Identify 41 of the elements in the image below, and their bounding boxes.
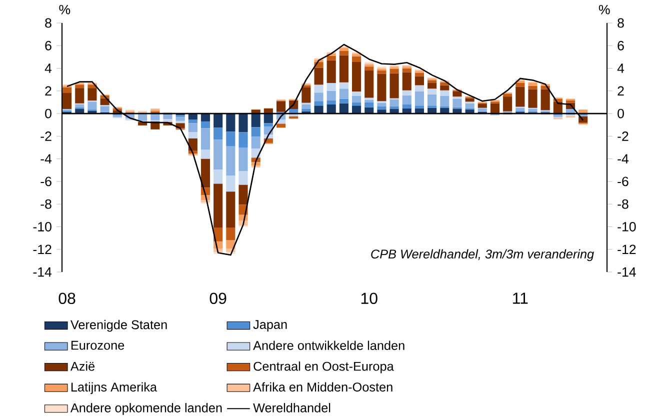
y-tick-label: -2 [40,132,52,142]
y2-tick-label: 0 [618,109,624,118]
y2-tick-label: -6 [618,176,628,186]
annotation: CPB Wereldhandel, 3m/3m verandering [371,249,594,262]
y2-tick-label: -4 [618,154,629,164]
y-tick-label: 6 [45,41,52,51]
y-tick-label: 8 [45,18,52,28]
y-tick-label: -8 [40,200,52,210]
legend-label: Andere opkomende landen [70,403,222,416]
y-tick-label: -6 [40,176,52,186]
legend-label: Wereldhandel [253,403,330,413]
y2-tick-label: -10 [618,222,636,232]
legend-label: Japan [253,320,287,332]
x-tick-label: 08 [58,292,76,304]
y2-axis-title: % [598,5,610,15]
y-tick-label: -12 [33,244,52,254]
y-tick-label: -14 [33,268,52,277]
y2-tick-label: -2 [618,132,628,142]
legend-label: Afrika en Midden-Oosten [253,382,392,392]
y2-tick-label: -14 [618,268,636,277]
y-tick-label: 2 [45,86,52,96]
x-tick-label: 11 [513,292,528,304]
legend-label: Latijns Amerika [71,382,158,394]
legend-label: Andere ontwikkelde landen [253,340,404,350]
y2-tick-label: 4 [617,64,624,74]
y-tick-label: -4 [40,154,52,164]
legend-label: Azië [70,362,95,372]
legend-label: Centraal en Oost-Europa [254,362,394,374]
y-axis-title: % [59,5,70,15]
legend-label: Verenigde Staten [70,320,167,332]
y-tick-label: -10 [33,222,52,232]
y2-tick-label: -8 [618,200,628,210]
legend-label: Eurozone [71,341,124,350]
y2-tick-label: -12 [618,244,636,254]
y-tick-label: 4 [44,64,52,74]
x-tick-label: 10 [361,292,378,304]
x-tick-label: 09 [210,292,226,304]
y2-tick-label: 6 [618,41,624,51]
y2-tick-label: 2 [618,86,624,96]
y-tick-label: 0 [45,109,52,118]
y2-tick-label: 8 [618,18,624,28]
